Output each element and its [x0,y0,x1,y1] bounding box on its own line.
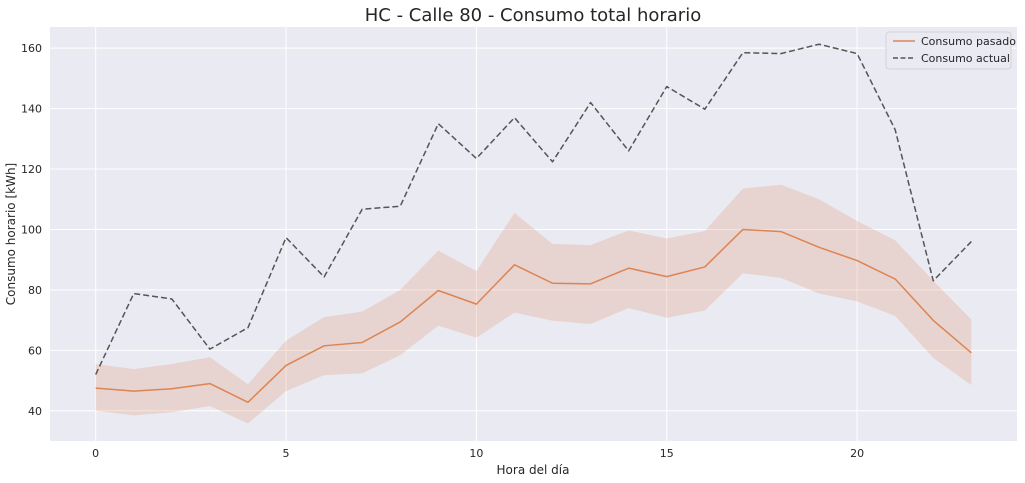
y-axis-label: Consumo horario [kWh] [4,163,18,305]
y-tick-label: 80 [28,284,42,297]
y-tick-label: 140 [21,103,42,116]
x-tick-label: 20 [850,447,864,460]
x-tick-label: 10 [469,447,483,460]
y-tick-label: 120 [21,163,42,176]
legend-label-consumo-pasado: Consumo pasado [921,35,1016,48]
x-tick-label: 0 [92,447,99,460]
y-tick-label: 40 [28,405,42,418]
legend: Consumo pasado Consumo actual [885,31,1016,70]
x-tick-label: 15 [660,447,674,460]
grid [50,27,1017,441]
plot-background [50,27,1017,441]
y-tick-label: 160 [21,42,42,55]
series-layer [95,43,972,404]
legend-label-consumo-actual: Consumo actual [921,52,1010,65]
y-tick-label: 100 [21,223,42,236]
chart-title: HC - Calle 80 - Consumo total horario [365,5,701,26]
series-line-consumo-actual [95,43,972,375]
y-tick-label: 60 [28,344,42,357]
x-axis-label: Hora del día [497,463,570,477]
legend-box [885,31,1012,70]
confidence-band-layer [95,184,972,424]
x-tick-label: 5 [283,447,290,460]
y-tick-labels: 40 60 80 100 120 140 160 [21,42,42,418]
confidence-band-consumo-pasado [95,184,972,424]
x-tick-labels: 0 5 10 15 20 [92,447,864,460]
series-line-consumo-pasado [95,228,972,404]
